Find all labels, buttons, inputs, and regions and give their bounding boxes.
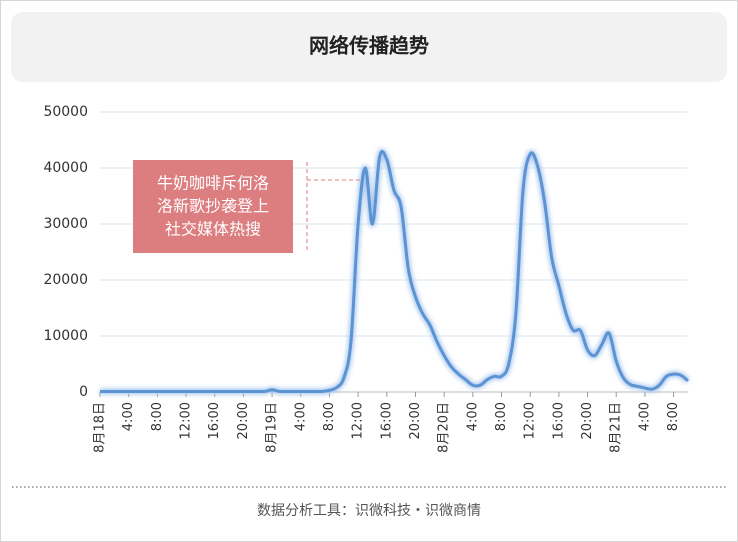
x-tick-label: 20:00 <box>236 402 251 439</box>
x-tick-label: 20:00 <box>580 402 595 439</box>
x-tick-label: 8:00 <box>150 402 165 431</box>
x-tick-label: 12:00 <box>523 402 538 439</box>
annotation-text: 牛奶咖啡斥何洛 <box>157 174 269 193</box>
y-tick-label: 0 <box>79 384 88 400</box>
x-tick-label: 8:00 <box>494 402 509 431</box>
x-tick-label: 8:00 <box>666 402 681 431</box>
x-tick-label: 4:00 <box>637 402 652 431</box>
y-tick-label: 10000 <box>43 328 88 344</box>
x-tick-label: 4:00 <box>121 402 136 431</box>
y-tick-label: 40000 <box>43 160 88 176</box>
y-tick-label: 20000 <box>43 272 88 288</box>
line <box>100 149 689 394</box>
x-tick-label: 4:00 <box>293 402 308 431</box>
x-tick-label: 8:00 <box>322 402 337 431</box>
chart-title: 网络传播趋势 <box>309 34 429 58</box>
x-tick-label: 12:00 <box>179 402 194 439</box>
annotation-text: 社交媒体热搜 <box>165 220 261 239</box>
y-tick-label: 30000 <box>43 216 88 232</box>
title-box <box>11 12 727 82</box>
x-tick-label: 16:00 <box>207 402 222 439</box>
footer: 数据分析工具：识微科技・识微商情 <box>257 503 481 519</box>
x-tick-label: 20:00 <box>408 402 423 439</box>
x-tick-label: 8月18日 <box>93 402 108 453</box>
x-tick-label: 16:00 <box>551 402 566 439</box>
x-tick-label: 12:00 <box>351 402 366 439</box>
annotation-box <box>133 160 293 253</box>
x-tick-label: 8月21日 <box>609 402 624 453</box>
x-tick-label: 4:00 <box>465 402 480 431</box>
x-tick-label: 16:00 <box>379 402 394 439</box>
x-tick-label: 8月20日 <box>437 402 452 453</box>
x-tick-label: 8月19日 <box>265 402 280 453</box>
y-tick-label: 50000 <box>43 104 88 120</box>
annotation-text: 洛新歌抄袭登上 <box>157 197 269 216</box>
